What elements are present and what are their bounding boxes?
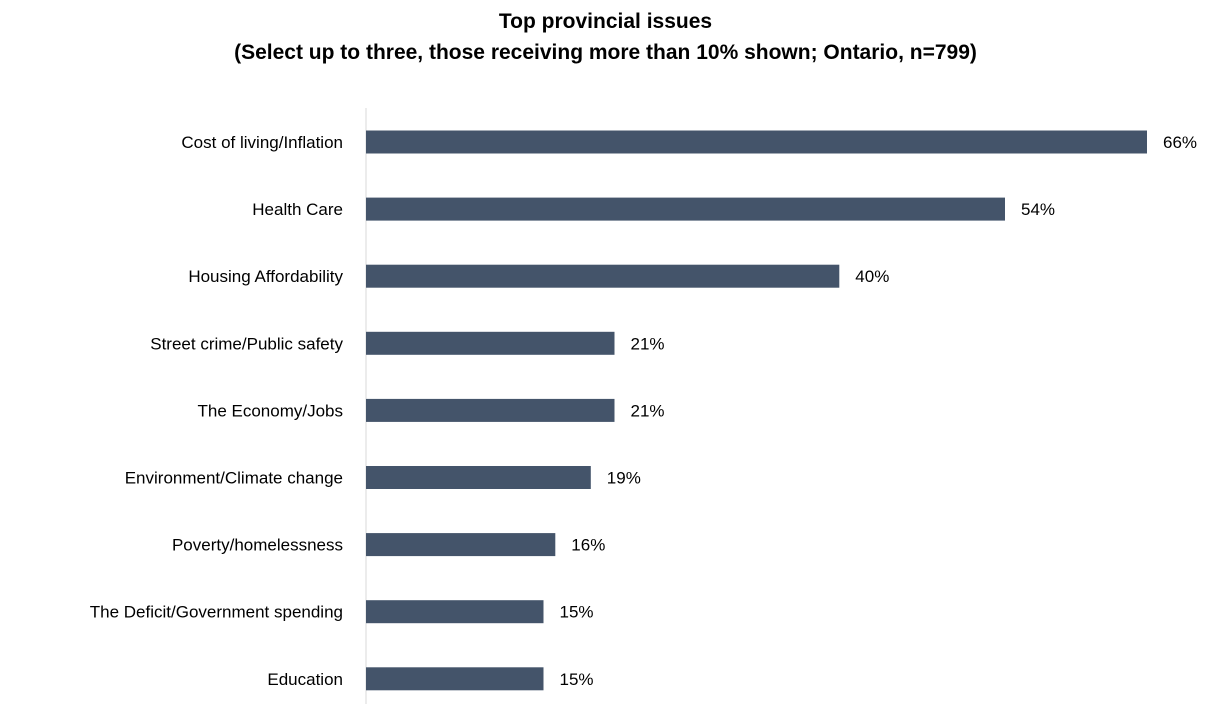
- category-label-8: Education: [267, 670, 343, 689]
- category-label-1: Health Care: [252, 200, 343, 219]
- value-label-1: 54%: [1021, 200, 1055, 219]
- value-label-0: 66%: [1163, 133, 1197, 152]
- category-label-6: Poverty/homelessness: [172, 536, 343, 555]
- bar-8: [366, 667, 544, 691]
- value-label-4: 21%: [631, 401, 665, 420]
- category-label-4: The Economy/Jobs: [197, 401, 343, 420]
- category-label-3: Street crime/Public safety: [150, 334, 343, 353]
- chart-title-block: Top provincial issues (Select up to thre…: [0, 6, 1211, 68]
- bar-2: [366, 264, 840, 288]
- bar-4: [366, 398, 615, 422]
- value-label-2: 40%: [855, 267, 889, 286]
- value-label-3: 21%: [631, 334, 665, 353]
- chart-subtitle: (Select up to three, those receiving mor…: [234, 41, 977, 64]
- category-label-0: Cost of living/Inflation: [181, 133, 343, 152]
- bar-7: [366, 600, 544, 624]
- bar-3: [366, 331, 615, 355]
- bar-0: [366, 130, 1147, 154]
- bar-6: [366, 533, 556, 557]
- category-label-2: Housing Affordability: [188, 267, 343, 286]
- value-label-7: 15%: [560, 603, 594, 622]
- value-label-8: 15%: [560, 670, 594, 689]
- chart-title: Top provincial issues: [498, 10, 713, 33]
- category-label-7: The Deficit/Government spending: [90, 603, 343, 622]
- bars-group: Cost of living/Inflation 66% Health Care 54…: [90, 130, 1197, 691]
- category-label-5: Environment/Climate change: [125, 469, 343, 488]
- value-label-5: 19%: [607, 469, 641, 488]
- bar-1: [366, 197, 1005, 221]
- value-label-6: 16%: [571, 536, 605, 555]
- bar-5: [366, 466, 591, 489]
